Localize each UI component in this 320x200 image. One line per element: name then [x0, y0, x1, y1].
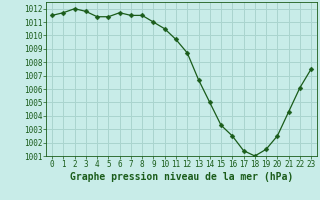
X-axis label: Graphe pression niveau de la mer (hPa): Graphe pression niveau de la mer (hPa): [70, 172, 293, 182]
